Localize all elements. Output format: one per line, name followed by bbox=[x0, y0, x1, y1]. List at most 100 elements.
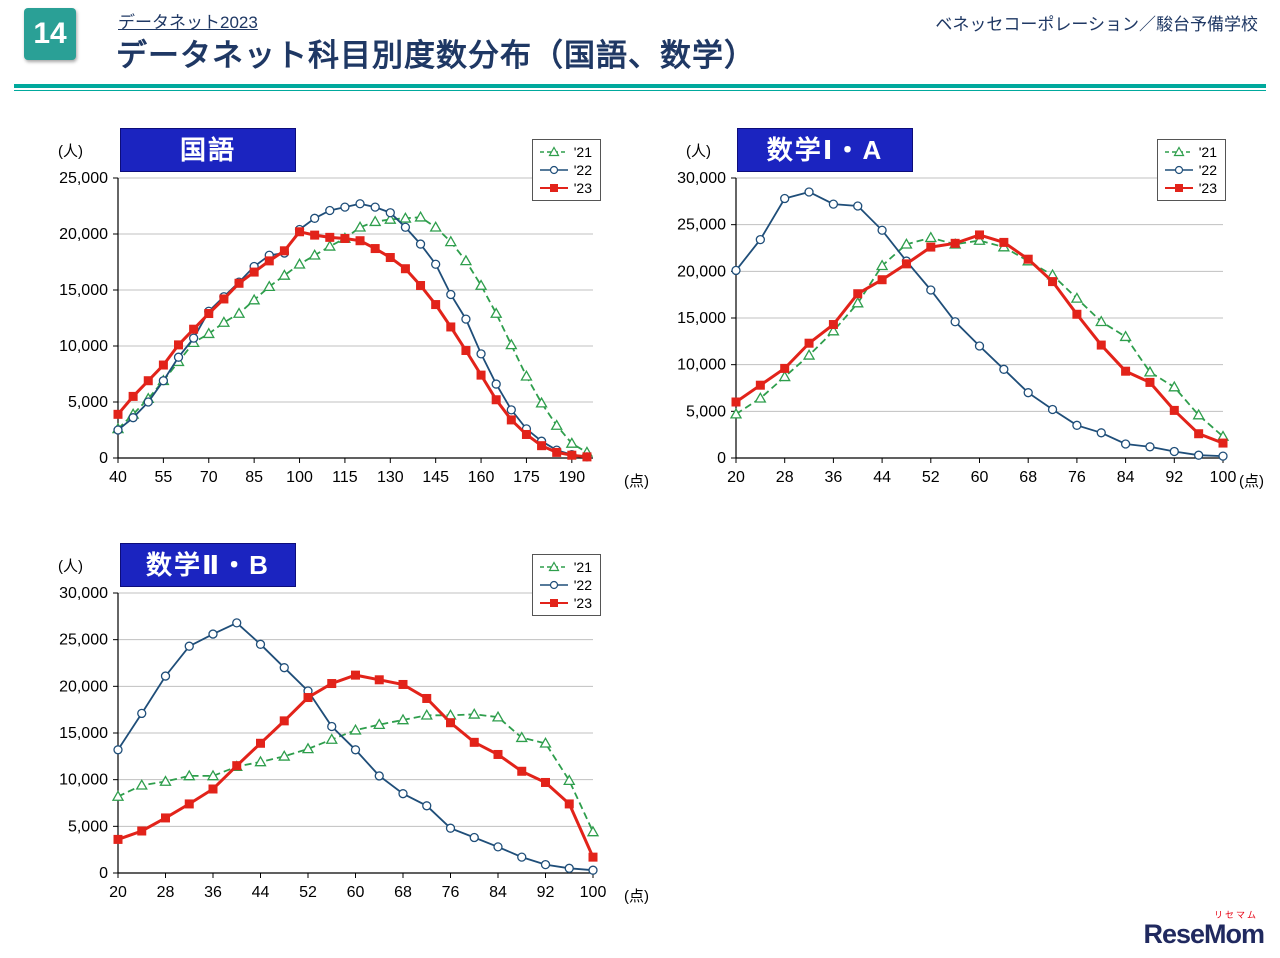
marker-circle bbox=[491, 379, 501, 389]
marker-circle bbox=[1096, 428, 1106, 438]
legend-label: '23 bbox=[1198, 180, 1217, 196]
marker-circle bbox=[184, 641, 194, 651]
x-tick-label: 145 bbox=[422, 469, 449, 486]
marker-circle bbox=[325, 205, 335, 216]
marker-triangle bbox=[248, 293, 261, 305]
legend-marker-triangle bbox=[539, 146, 568, 157]
x-tick-label: 20 bbox=[109, 884, 127, 901]
marker-square bbox=[975, 230, 984, 240]
marker-triangle bbox=[159, 775, 172, 786]
marker-triangle bbox=[515, 731, 528, 743]
marker-circle bbox=[128, 413, 138, 423]
marker-square bbox=[999, 237, 1009, 247]
marker-circle bbox=[974, 341, 985, 351]
y-tick-label: 30,000 bbox=[677, 170, 726, 187]
y-tick-label: 20,000 bbox=[59, 678, 108, 695]
marker-circle bbox=[1169, 446, 1179, 457]
marker-square bbox=[422, 693, 432, 703]
marker-triangle bbox=[491, 710, 505, 722]
marker-circle bbox=[355, 199, 365, 209]
y-tick-label: 15,000 bbox=[59, 282, 108, 299]
page-title: データネット科目別度数分布（国語、数学） bbox=[116, 38, 756, 73]
marker-triangle bbox=[254, 755, 267, 767]
marker-triangle bbox=[396, 713, 410, 725]
marker-triangle bbox=[1192, 408, 1205, 420]
marker-circle bbox=[493, 842, 503, 852]
legend-label: '21 bbox=[573, 559, 592, 575]
marker-triangle bbox=[520, 369, 533, 381]
marker-circle bbox=[327, 721, 337, 732]
legend-marker-square bbox=[1164, 184, 1193, 192]
marker-square bbox=[143, 376, 153, 386]
marker-square bbox=[521, 429, 531, 439]
datanet-2023-link[interactable]: データネット2023 bbox=[118, 13, 258, 32]
legend-marker-square bbox=[539, 599, 568, 607]
x-tick-label: 36 bbox=[204, 884, 222, 901]
marker-square bbox=[506, 415, 516, 425]
marker-triangle bbox=[263, 280, 276, 292]
marker-triangle bbox=[900, 237, 913, 249]
marker-square bbox=[1169, 405, 1179, 415]
chart-title-math-1a: 数学Ⅰ・A bbox=[737, 128, 913, 172]
marker-circle bbox=[188, 333, 199, 343]
marker-square bbox=[340, 233, 350, 243]
marker-circle bbox=[431, 259, 441, 269]
marker-triangle bbox=[563, 774, 576, 785]
legend-label: '22 bbox=[1198, 162, 1217, 178]
x-tick-label: 100 bbox=[286, 469, 313, 486]
marker-square bbox=[374, 675, 384, 685]
marker-square bbox=[416, 281, 426, 291]
x-tick-label: 44 bbox=[873, 469, 891, 486]
marker-square bbox=[804, 338, 814, 348]
marker-triangle bbox=[293, 257, 306, 269]
marker-triangle bbox=[1070, 292, 1084, 303]
marker-triangle bbox=[468, 708, 481, 719]
marker-triangle bbox=[369, 215, 382, 227]
y-axis-unit-label: (人) bbox=[686, 143, 711, 160]
x-tick-label: 160 bbox=[468, 469, 495, 486]
y-tick-label: 10,000 bbox=[59, 772, 108, 789]
marker-triangle bbox=[778, 370, 791, 382]
legend-item: '23 bbox=[539, 595, 592, 611]
marker-circle bbox=[1023, 388, 1033, 398]
marker-triangle bbox=[973, 234, 986, 245]
marker-square bbox=[1096, 340, 1106, 350]
marker-circle bbox=[1194, 450, 1204, 460]
marker-triangle bbox=[505, 338, 518, 350]
marker-circle bbox=[160, 671, 171, 681]
legend-label: '22 bbox=[573, 577, 592, 593]
marker-triangle bbox=[1168, 380, 1181, 392]
y-axis-unit-label: (人) bbox=[58, 558, 83, 575]
marker-square bbox=[552, 447, 562, 457]
series-line-triangle bbox=[735, 236, 1224, 438]
marker-square bbox=[461, 345, 471, 355]
marker-circle bbox=[926, 285, 936, 295]
x-tick-label: 28 bbox=[776, 469, 794, 486]
legend-item: '21 bbox=[539, 559, 592, 575]
x-axis-unit-label: (点) bbox=[624, 473, 649, 490]
marker-triangle bbox=[429, 220, 442, 232]
marker-square bbox=[588, 852, 598, 862]
marker-square bbox=[355, 236, 365, 246]
marker-triangle bbox=[550, 419, 563, 430]
marker-circle bbox=[255, 639, 266, 649]
y-tick-label: 25,000 bbox=[59, 170, 108, 187]
x-tick-label: 20 bbox=[727, 469, 745, 486]
marker-triangle bbox=[111, 790, 125, 801]
marker-triangle bbox=[301, 742, 315, 754]
resemom-logo-ruby: リセマム bbox=[1213, 910, 1258, 920]
marker-square bbox=[755, 380, 765, 390]
marker-square bbox=[204, 309, 214, 319]
marker-circle bbox=[113, 745, 123, 755]
marker-circle bbox=[415, 239, 426, 249]
legend-marker-circle bbox=[539, 165, 568, 175]
marker-circle bbox=[999, 364, 1009, 374]
marker-square bbox=[1194, 429, 1204, 439]
y-tick-label: 10,000 bbox=[59, 338, 108, 355]
marker-square bbox=[1072, 309, 1082, 319]
marker-circle bbox=[1218, 451, 1228, 461]
marker-square bbox=[279, 716, 289, 726]
marker-square bbox=[476, 370, 486, 380]
marker-circle bbox=[422, 801, 432, 811]
marker-square bbox=[398, 679, 408, 689]
